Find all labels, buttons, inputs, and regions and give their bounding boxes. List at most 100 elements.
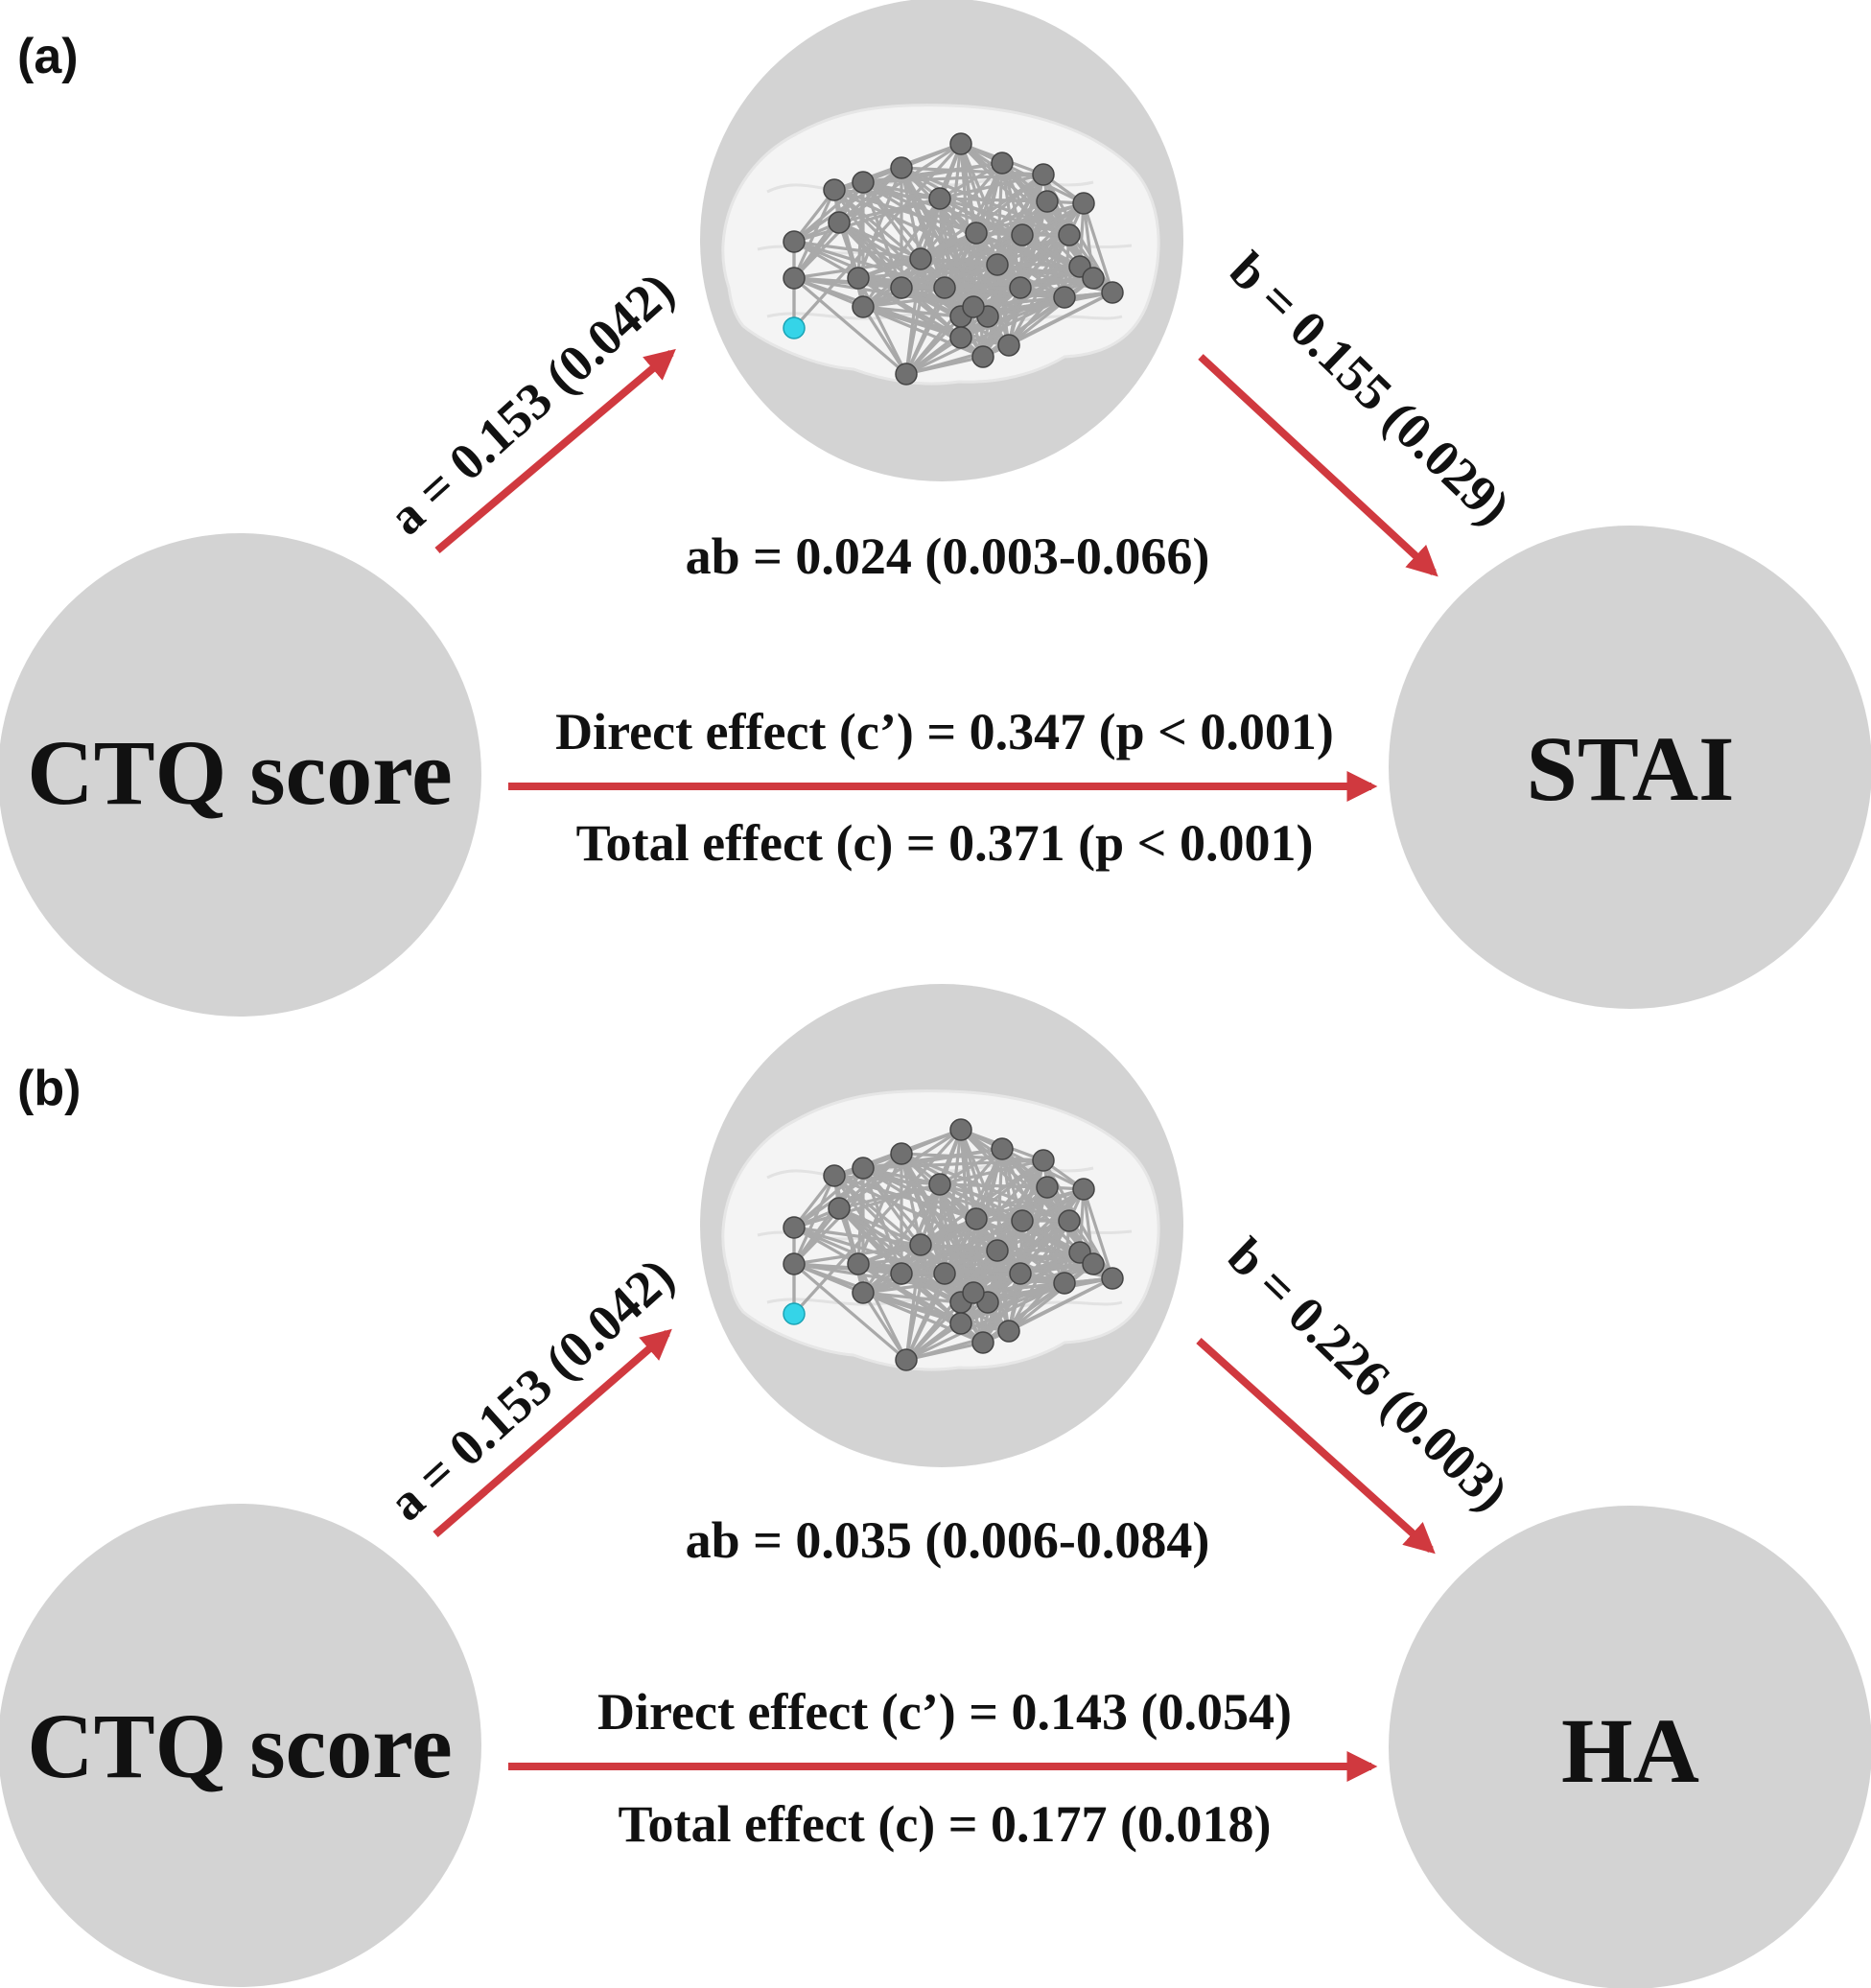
predictor-node: CTQ score	[0, 533, 481, 1017]
connection-edge	[862, 1291, 1010, 1333]
mediator-node	[700, 984, 1183, 1467]
connection-edge	[972, 1276, 1113, 1295]
connection-edge	[857, 263, 998, 280]
network-node	[949, 1312, 972, 1335]
connection-edge	[939, 173, 1044, 200]
network-node	[986, 253, 1009, 276]
network-node	[823, 178, 846, 201]
highlighted-node	[783, 1302, 806, 1325]
connection-edge	[793, 1226, 922, 1247]
network-node	[783, 1216, 806, 1239]
network-node	[991, 152, 1014, 175]
connection-edge	[833, 188, 977, 235]
outcome-label: HA	[1561, 1699, 1699, 1802]
connection-edge	[944, 286, 1065, 299]
network-node	[1009, 276, 1032, 299]
network-node	[890, 276, 913, 299]
panel-label: (b)	[17, 1061, 81, 1116]
network-node	[1036, 190, 1059, 213]
network-node	[783, 267, 806, 290]
highlighted-node	[783, 316, 806, 339]
network-node	[1072, 1178, 1095, 1201]
brain-network-icon	[721, 104, 1160, 386]
connection-edge	[793, 240, 946, 290]
connection-edge	[833, 1174, 941, 1186]
connection-edge	[1008, 276, 1094, 347]
connection-edge	[793, 1182, 941, 1229]
connection-edge	[920, 201, 1085, 261]
network-node	[1058, 223, 1081, 246]
connection-edge	[793, 276, 974, 309]
network-node	[965, 1207, 988, 1230]
network-node	[852, 295, 875, 318]
connection-edge	[939, 161, 1003, 200]
network-node	[909, 247, 932, 270]
indirect-effect-label: ab = 0.035 (0.006-0.084)	[686, 1511, 1210, 1569]
network-node	[890, 1142, 913, 1165]
connection-edge	[793, 1262, 962, 1325]
path-b-arrow	[1196, 1338, 1436, 1555]
network-node	[933, 276, 956, 299]
connection-edge	[793, 240, 922, 261]
connection-edge	[1082, 202, 1114, 293]
connection-edge	[943, 199, 1049, 290]
network-node	[828, 211, 851, 234]
connection-edge	[905, 1281, 1065, 1362]
predictor-label: CTQ score	[27, 1695, 452, 1797]
path-a-arrow	[433, 1328, 672, 1538]
connection-edge	[833, 188, 998, 267]
connection-edge	[939, 1147, 1003, 1186]
connection-edge	[904, 1300, 963, 1362]
connection-edge	[833, 1174, 977, 1221]
outcome-label: STAI	[1527, 717, 1735, 820]
connection-edge	[793, 276, 962, 339]
network-node	[852, 171, 875, 194]
network-node	[1011, 223, 1034, 246]
connection-edge	[904, 315, 963, 376]
network-node	[783, 1252, 806, 1275]
connection-edge	[838, 221, 922, 261]
network-node	[1053, 1272, 1076, 1295]
connection-edge	[793, 1226, 902, 1275]
path-b-arrow	[1198, 354, 1438, 577]
network-node	[997, 1320, 1020, 1343]
connection-edge	[856, 277, 908, 375]
path-a-label: a = 0.153 (0.042)	[378, 261, 685, 546]
connection-edge	[857, 1249, 998, 1266]
network-node	[949, 326, 972, 349]
path-b-label: b = 0.226 (0.003)	[1217, 1227, 1519, 1521]
connection-edge	[920, 1219, 1023, 1247]
network-node	[890, 156, 913, 179]
connection-edge	[793, 1262, 946, 1275]
connection-edge	[987, 1276, 1113, 1304]
network-node	[971, 345, 994, 368]
connection-edge	[862, 180, 977, 235]
connection-edge	[792, 276, 908, 376]
connection-edge	[1008, 291, 1113, 347]
network-node	[1009, 1262, 1032, 1285]
direct-effect-label: Direct effect (c’) = 0.143 (0.054)	[597, 1683, 1292, 1741]
panel-b: (b) CTQ score HA a = 0.153 (0.042) b = 0…	[0, 984, 1871, 1988]
connection-edge	[793, 1262, 974, 1295]
network-node	[971, 1331, 994, 1354]
connection-edge	[793, 276, 946, 290]
connection-edge	[861, 306, 908, 375]
network-node	[909, 1233, 932, 1256]
network-node	[847, 267, 870, 290]
network-node	[1082, 267, 1105, 290]
total-effect-label: Total effect (c) = 0.371 (p < 0.001)	[576, 814, 1314, 872]
network-node	[890, 1262, 913, 1285]
connection-edge	[856, 167, 903, 279]
connection-edge	[943, 1185, 1049, 1275]
direct-effect-label: Direct effect (c’) = 0.347 (p < 0.001)	[555, 703, 1334, 760]
predictor-label: CTQ score	[27, 721, 452, 824]
connection-edge	[982, 295, 1065, 359]
connection-edge	[987, 291, 1113, 318]
network-node	[847, 1252, 870, 1275]
connection-edge	[905, 295, 1065, 376]
network-node	[986, 1239, 1009, 1262]
connection-edge	[1008, 1276, 1113, 1333]
network-node	[783, 230, 806, 253]
outcome-node: STAI	[1389, 526, 1871, 1009]
